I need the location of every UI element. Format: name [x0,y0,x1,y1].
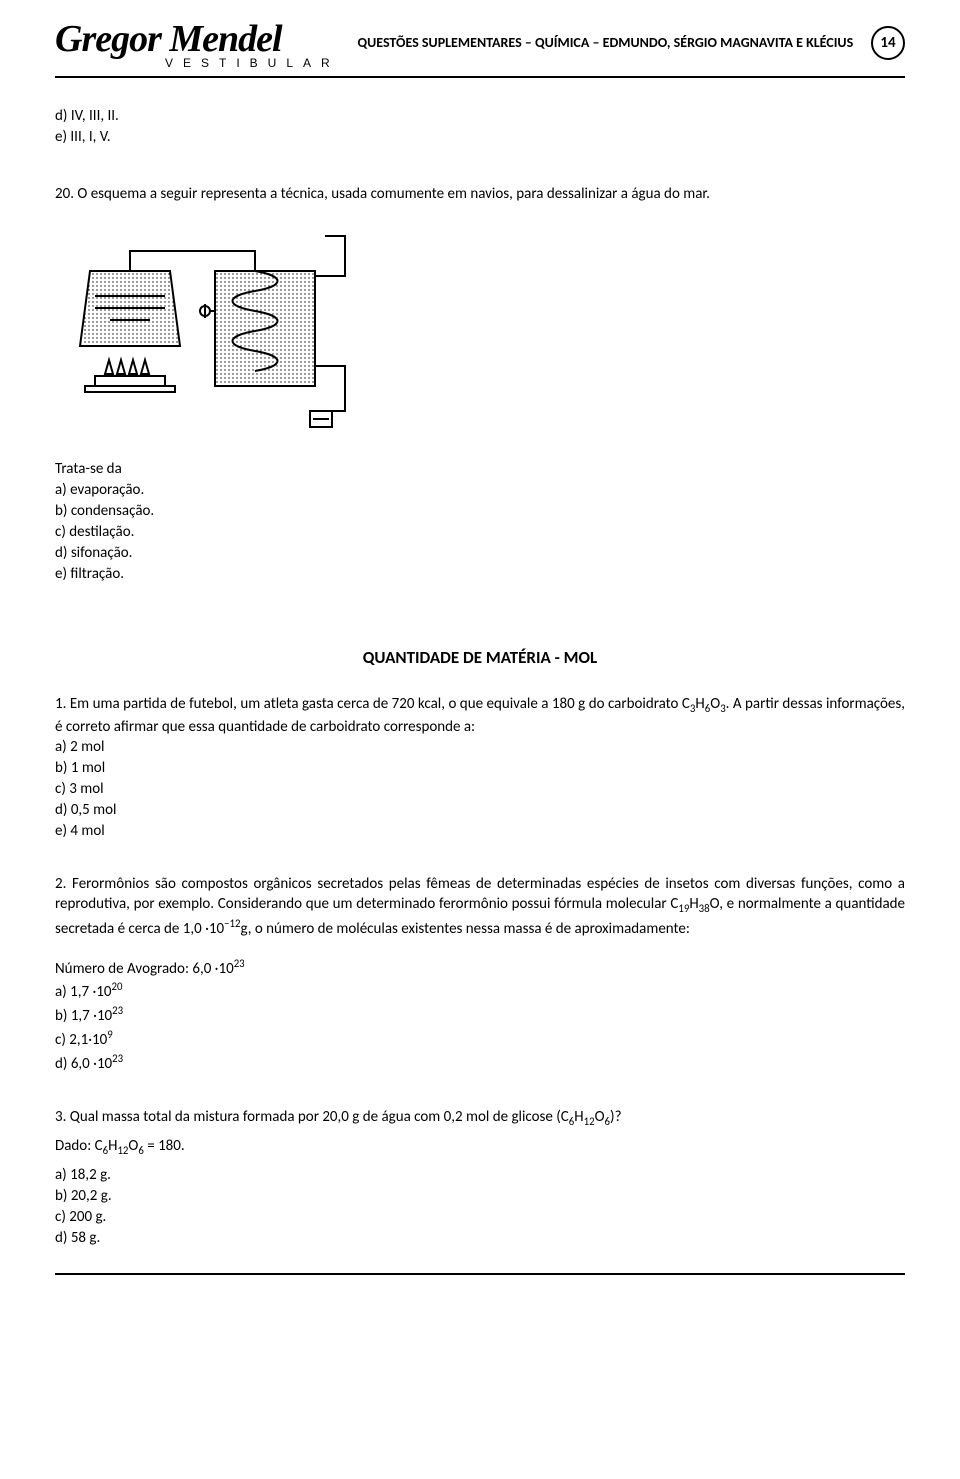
q20-option-c: c) destilação. [55,522,905,543]
q3-option-c: c) 200 g. [55,1207,905,1228]
q3-dado: Dado: C6H12O6 = 180. [55,1136,905,1159]
d-lbl: d) [55,1055,71,1073]
q2-prompt: 2. Ferormônios são compostos orgânicos s… [55,874,905,939]
logo-subtitle: VESTIBULAR [165,56,340,70]
q20-option-b: b) condensação. [55,501,905,522]
c-lbl: c) [55,1031,69,1049]
sub12b: 12 [117,1144,128,1157]
q2-option-c: c) 2,1·109 [55,1027,905,1051]
logo: Gregor Mendel VESTIBULAR [55,20,340,70]
sub38: 38 [699,902,710,915]
q3-post: )? [610,1108,622,1126]
q2-p3: , o número de moléculas existentes nessa… [248,920,690,938]
avog-label: Número de Avogrado: [55,960,192,978]
distillation-diagram [55,216,905,441]
c-val: 2,1·10 [69,1031,107,1049]
q2-mass: 1,0 ·10−12g [183,920,248,938]
q1-option-a: a) 2 mol [55,737,905,758]
fH: H [689,895,698,913]
mass-unit: g [240,920,247,938]
q3-dado-post: = 180. [144,1137,185,1155]
q20-option-a: a) evaporação. [55,480,905,501]
q3-prompt: 3. Qual massa total da mistura formada p… [55,1107,905,1130]
q1-options: a) 2 mol b) 1 mol c) 3 mol d) 0,5 mol e)… [55,737,905,842]
avog-val: 6,0 ·10 [192,960,233,978]
a-val: 1,7 ·10 [70,983,111,1001]
q2-options: a) 1,7 ·1020 b) 1,7 ·1023 c) 2,1·109 d) … [55,979,905,1075]
sub6a: 6 [569,1115,574,1128]
option-e: e) III, I, V. [55,127,905,148]
q3-pre: 3. Qual massa total da mistura formada p… [55,1108,569,1126]
c-exp: 9 [107,1028,112,1041]
fO: O [710,895,720,913]
b-exp: 23 [112,1004,123,1017]
q1-option-e: e) 4 mol [55,821,905,842]
q2-option-b: b) 1,7 ·1023 [55,1003,905,1027]
q3-option-a: a) 18,2 g. [55,1165,905,1186]
prev-question-options: d) IV, III, II. e) III, I, V. [55,106,905,148]
q3-options: a) 18,2 g. b) 20,2 g. c) 200 g. d) 58 g. [55,1165,905,1249]
q2-avogadro: Número de Avogrado: 6,0 ·1023 [55,957,905,979]
q3-option-b: b) 20,2 g. [55,1186,905,1207]
q1-text-pre: 1. Em uma partida de futebol, um atleta … [55,695,690,713]
sub19: 19 [678,902,689,915]
sub-3: 3 [690,702,695,715]
q2-option-a: a) 1,7 ·1020 [55,979,905,1003]
b-val: 1,7 ·10 [71,1007,112,1025]
d-exp: 23 [112,1052,123,1065]
q1-option-c: c) 3 mol [55,779,905,800]
d-val: 6,0 ·10 [71,1055,112,1073]
a-lbl: a) [55,983,70,1001]
q2-formula: C19H38O [670,895,719,913]
header-title: QUESTÕES SUPLEMENTARES – QUÍMICA – EDMUN… [340,34,871,51]
sub6c: 6 [103,1144,108,1157]
logo-name: Gregor Mendel [55,20,340,58]
q2-option-d: d) 6,0 ·1023 [55,1051,905,1075]
q1-option-b: b) 1 mol [55,758,905,779]
q3-dado-pre: Dado: C [55,1137,103,1155]
q20-option-e: e) filtração. [55,564,905,585]
distillation-apparatus-icon [55,216,375,436]
mass-val: 1,0 ·10 [183,920,224,938]
sub-6: 6 [705,702,710,715]
b-lbl: b) [55,1007,71,1025]
section-title: QUANTIDADE DE MATÉRIA - MOL [55,647,905,668]
q20-prompt: 20. O esquema a seguir representa a técn… [55,184,905,204]
q20-options: Trata-se da a) evaporação. b) condensaçã… [55,459,905,585]
avog-value: 6,0 ·1023 [192,960,244,978]
a-exp: 20 [111,980,122,993]
sub12a: 12 [584,1115,595,1128]
q1-prompt: 1. Em uma partida de futebol, um atleta … [55,694,905,737]
footer-rule [55,1273,905,1275]
page-number-badge: 14 [871,26,905,60]
header-rule [55,76,905,78]
q1-option-d: d) 0,5 mol [55,800,905,821]
page-header: Gregor Mendel VESTIBULAR QUESTÕES SUPLEM… [55,20,905,70]
option-d: d) IV, III, II. [55,106,905,127]
avog-exp: 23 [234,957,245,970]
q3-option-d: d) 58 g. [55,1228,905,1249]
q20-option-d: d) sifonação. [55,543,905,564]
q20-followup: Trata-se da [55,459,905,480]
mass-exp: −12 [224,917,240,930]
